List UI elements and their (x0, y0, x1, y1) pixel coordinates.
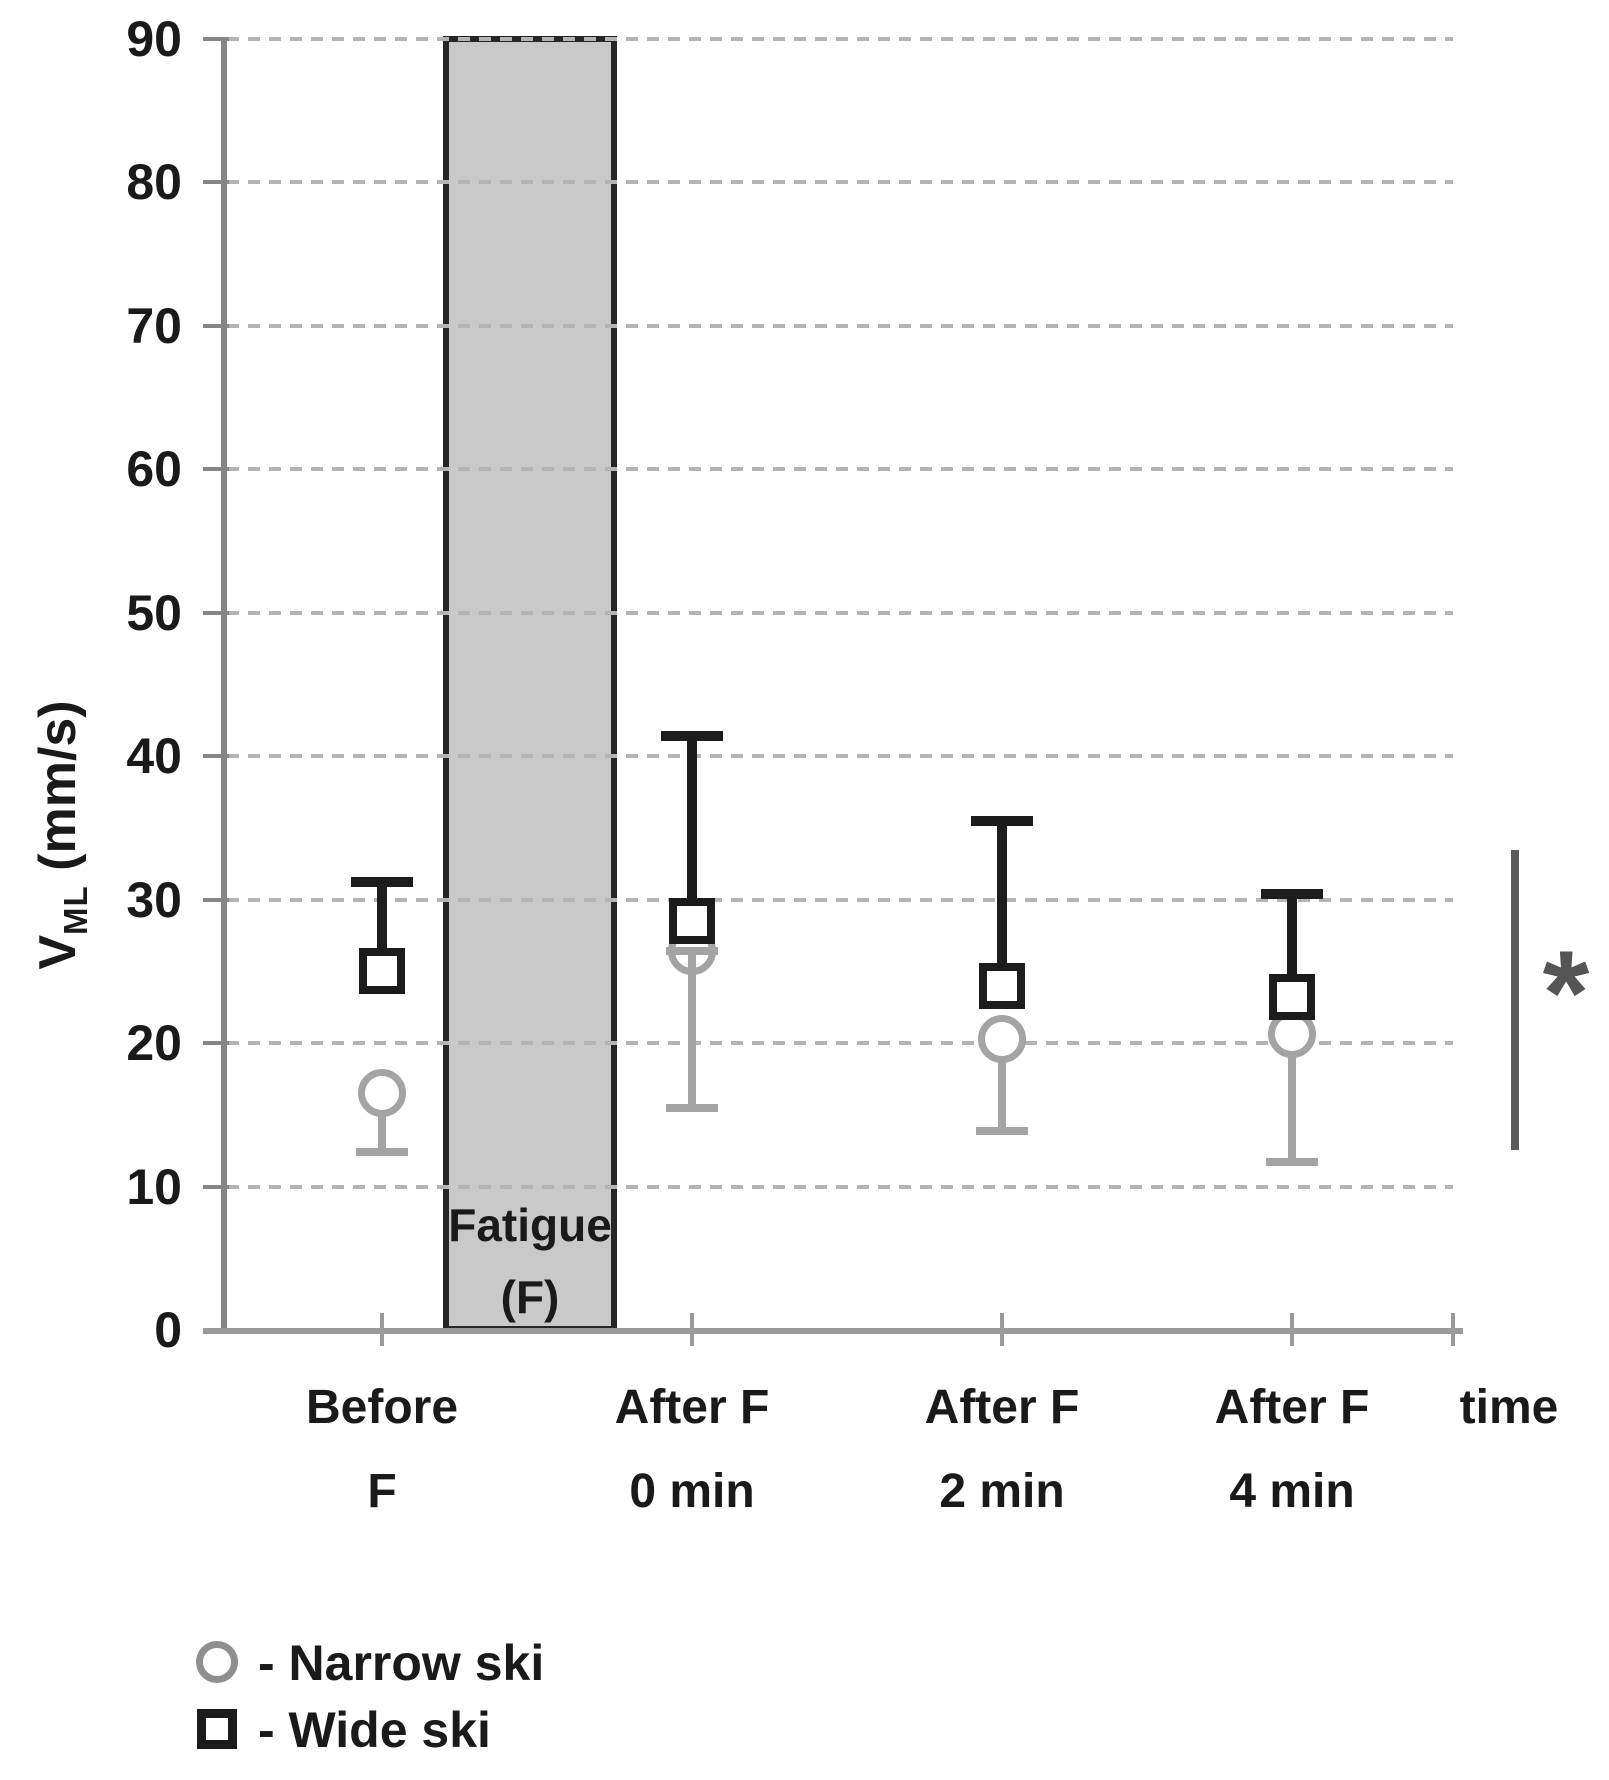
narrow-ski-point-0 (358, 1069, 406, 1118)
wide-error-cap-top-2 (971, 815, 1033, 826)
x-axis-title: time (1459, 1381, 1559, 1434)
narrow-error-cap-center-1 (666, 947, 718, 956)
x-tick-2 (1000, 1313, 1004, 1346)
legend-wide-ski-icon (197, 1709, 237, 1749)
gridline-y60 (227, 467, 1453, 471)
x-label-0-line1: Before (305, 1381, 459, 1434)
x-tick-1 (690, 1313, 694, 1346)
y-tick-30 (203, 897, 229, 902)
y-tick-70 (203, 323, 229, 328)
y-tick-label-0: 0 (154, 1302, 182, 1358)
y-tick-80 (203, 180, 229, 184)
gridline-y10 (227, 1184, 1453, 1189)
y-tick-40 (203, 754, 229, 758)
wide-ski-point-3 (1269, 974, 1315, 1021)
wide-error-stem-0 (377, 882, 387, 953)
y-tick-label-70: 70 (126, 297, 182, 354)
y-tick-label-40: 40 (126, 728, 182, 784)
narrow-error-cap-bottom-1 (666, 1103, 718, 1112)
fatigue-band-label-line2: (F) (500, 1271, 560, 1323)
narrow-error-stem-0 (378, 1107, 386, 1153)
gridline-y30 (227, 897, 1453, 902)
y-axis-title-symbol: V (29, 934, 87, 970)
gridline-y90 (227, 36, 1453, 41)
x-tick-end (1451, 1313, 1455, 1346)
x-label-0-line2: F (367, 1465, 397, 1518)
narrow-error-stem-3 (1288, 1048, 1296, 1163)
y-axis-title-text: VML (mm/s) (29, 700, 94, 970)
wide-ski-point-2 (979, 962, 1025, 1009)
gridline-y80 (227, 180, 1453, 184)
fatigue-band: Fatigue (F) (443, 36, 617, 1332)
narrow-error-cap-bottom-0 (356, 1148, 408, 1157)
x-tick-3 (1290, 1313, 1294, 1346)
y-tick-90 (203, 36, 229, 41)
narrow-ski-point-2 (978, 1014, 1026, 1063)
wide-ski-point-0 (359, 948, 405, 995)
x-label-3-line2: 4 min (1229, 1465, 1355, 1518)
wide-error-stem-2 (997, 820, 1007, 967)
y-axis-title-subscript: ML (57, 885, 94, 935)
legend-label-1: - Wide ski (258, 1702, 491, 1758)
wide-ski-point-1 (669, 898, 715, 945)
x-label-1-line1: After F (614, 1381, 770, 1434)
wide-error-cap-top-1 (661, 730, 723, 741)
x-label-2-line2: 2 min (939, 1465, 1065, 1518)
y-tick-10 (203, 1184, 229, 1189)
y-tick-60 (203, 467, 229, 471)
gridline-y70 (227, 323, 1453, 328)
significance-line (1511, 850, 1519, 1150)
wide-error-stem-3 (1287, 893, 1297, 979)
narrow-error-stem-1 (688, 951, 696, 1108)
y-tick-label-30: 30 (126, 871, 182, 928)
y-tick-20 (203, 1041, 229, 1045)
significance-asterisk: * (1542, 926, 1590, 1060)
x-label-1-line2: 0 min (629, 1465, 755, 1518)
x-label-3-line1: After F (1214, 1381, 1370, 1434)
wide-error-stem-1 (687, 735, 697, 903)
legend-label-0: - Narrow ski (258, 1635, 545, 1691)
x-axis-line (203, 1328, 1463, 1334)
y-tick-label-80: 80 (126, 154, 182, 210)
y-tick-50 (203, 610, 229, 615)
y-tick-label-50: 50 (126, 584, 182, 641)
y-tick-label-60: 60 (126, 441, 182, 497)
narrow-error-cap-bottom-2 (976, 1126, 1028, 1135)
wide-error-cap-top-0 (351, 877, 413, 888)
y-axis-line (221, 40, 227, 1332)
y-tick-label-10: 10 (126, 1158, 182, 1215)
y-axis-title: VML (mm/s) (29, 525, 94, 1145)
x-tick-0 (380, 1313, 384, 1346)
fatigue-band-label-line1: Fatigue (448, 1199, 612, 1251)
gridline-y20 (227, 1041, 1453, 1045)
x-label-2-line1: After F (924, 1381, 1080, 1434)
gridline-y50 (227, 610, 1453, 615)
legend-narrow-ski-icon (196, 1641, 238, 1683)
y-tick-label-90: 90 (126, 10, 182, 67)
y-tick-label-20: 20 (126, 1015, 182, 1071)
y-axis-title-unit: (mm/s) (29, 700, 87, 886)
wide-error-cap-top-3 (1261, 888, 1323, 899)
narrow-error-cap-bottom-3 (1266, 1158, 1318, 1167)
narrow-error-stem-2 (998, 1052, 1006, 1131)
gridline-y40 (227, 754, 1453, 758)
